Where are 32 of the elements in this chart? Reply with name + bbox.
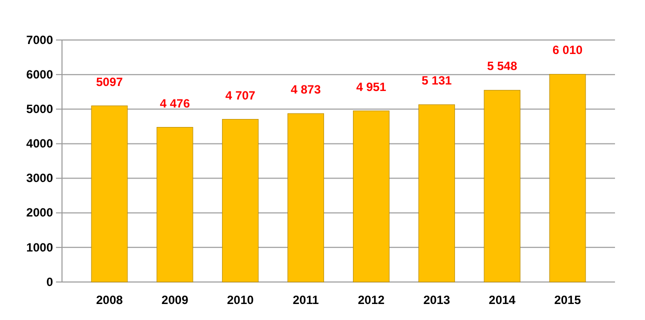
- x-tick-label: 2010: [226, 293, 254, 308]
- y-tick-label: 2000: [26, 206, 54, 220]
- bar: [91, 106, 128, 282]
- x-tick-label: 2011: [292, 293, 320, 308]
- data-label: 6 010: [552, 43, 583, 58]
- bar: [418, 104, 455, 282]
- y-tick-label: 5000: [26, 102, 54, 116]
- data-label: 4 476: [160, 96, 190, 110]
- y-tick-label: 1000: [26, 240, 54, 254]
- y-tick-label: 0: [46, 274, 54, 289]
- data-label: 4 707: [225, 88, 256, 102]
- y-tick-label: 6000: [26, 67, 54, 82]
- y-tick-label: 4000: [26, 136, 54, 151]
- bar: [156, 127, 194, 282]
- data-label: 5097: [96, 74, 124, 89]
- bar: [352, 110, 390, 282]
- data-label: 5 131: [422, 74, 452, 88]
- x-tick-label: 2008: [96, 293, 124, 308]
- y-tick-label: 3000: [26, 171, 54, 186]
- bar: [549, 74, 586, 282]
- bar: [222, 119, 259, 282]
- x-tick-label: 2015: [554, 293, 582, 308]
- data-label: 4 873: [290, 82, 322, 97]
- data-label: 5 548: [487, 59, 518, 74]
- x-tick-label: 2009: [162, 293, 189, 308]
- x-tick-label: 2014: [488, 293, 516, 308]
- x-tick-label: 2013: [423, 293, 450, 308]
- bar: [484, 90, 520, 282]
- x-tick-label: 2012: [358, 293, 385, 308]
- data-label: 4 951: [356, 80, 387, 94]
- bar: [288, 113, 324, 282]
- y-tick-label: 7000: [26, 32, 54, 47]
